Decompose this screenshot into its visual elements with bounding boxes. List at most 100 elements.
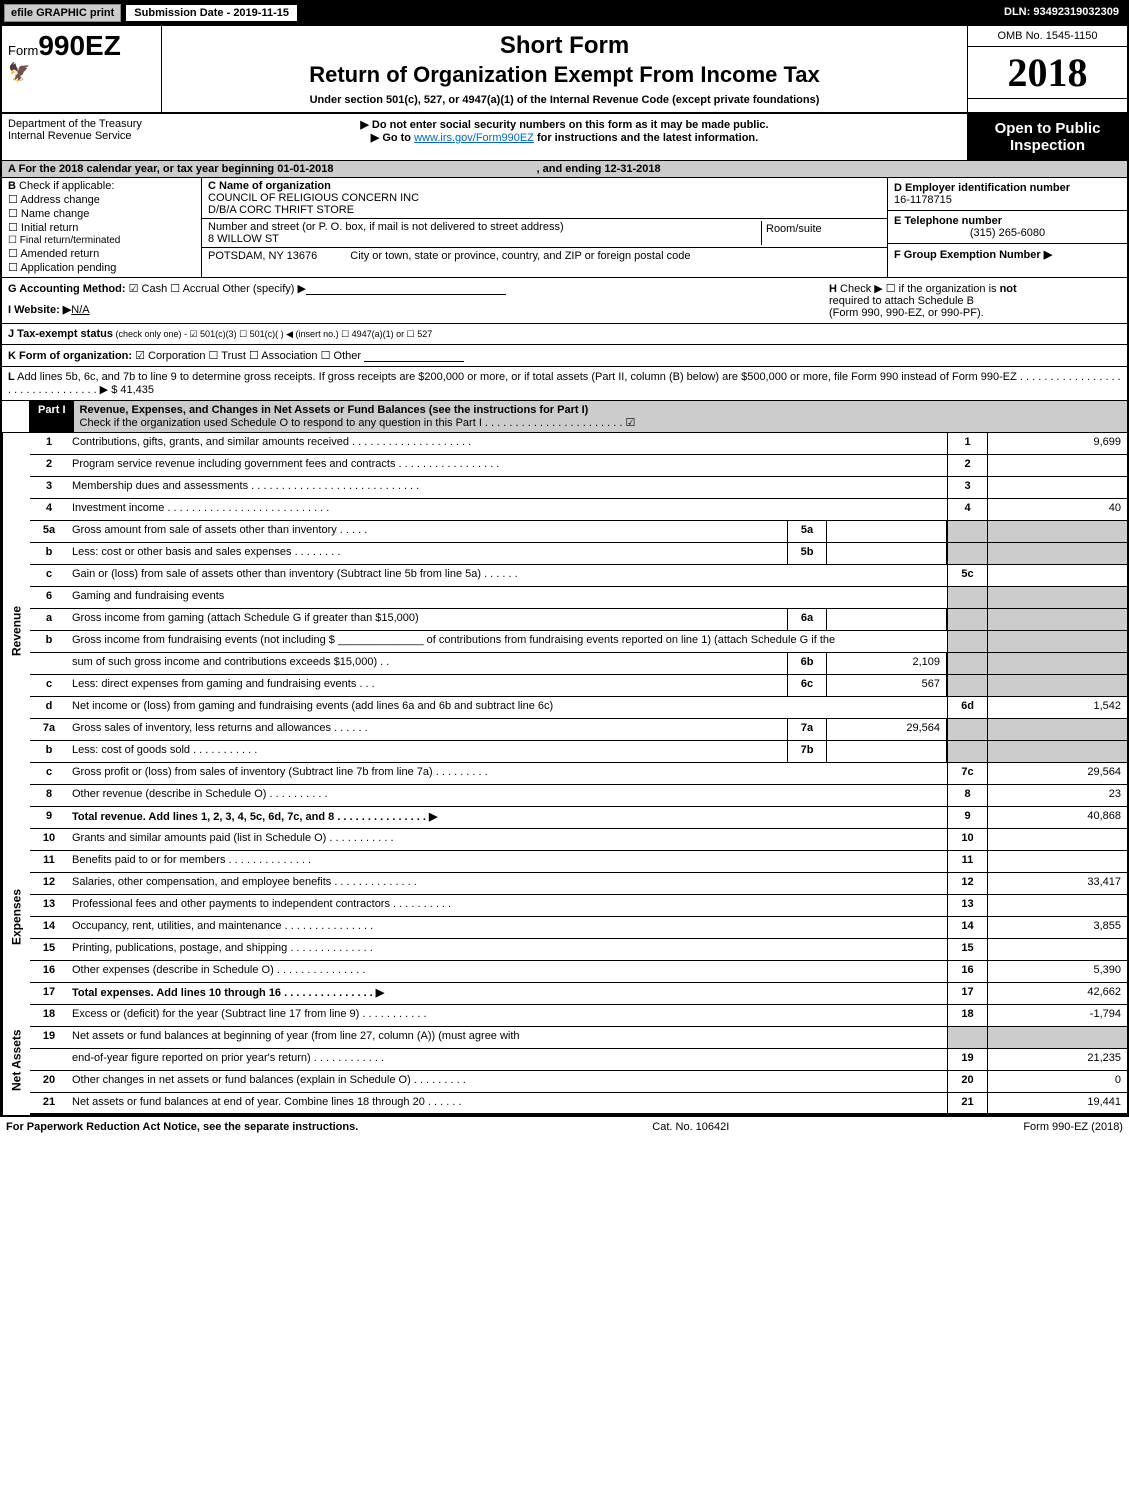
h-not: not (1000, 283, 1017, 295)
line-5c: cGain or (loss) from sale of assets othe… (30, 565, 1127, 587)
c-label: C Name of organization (208, 180, 881, 192)
dept-treasury: Department of the Treasury (8, 118, 156, 130)
line-19a: 19Net assets or fund balances at beginni… (30, 1027, 1127, 1049)
line-6b2: sum of such gross income and contributio… (30, 653, 1127, 675)
line-5b: bLess: cost or other basis and sales exp… (30, 543, 1127, 565)
g-accrual: Accrual (183, 283, 220, 295)
group-exemption-row: F Group Exemption Number ▶ (888, 244, 1127, 265)
section-a-ending: , and ending 12-31-2018 (537, 163, 661, 175)
header-right-col: OMB No. 1545-1150 2018 (967, 26, 1127, 112)
check-application-pending[interactable]: ☐ Application pending (8, 261, 195, 274)
line-6: 6Gaming and fundraising events (30, 587, 1127, 609)
note-goto: ▶ Go to www.irs.gov/Form990EZ for instru… (166, 131, 963, 144)
line-8: 8Other revenue (describe in Schedule O) … (30, 785, 1127, 807)
check-amended-return[interactable]: ☐ Amended return (8, 247, 195, 260)
header-row: Form990EZ 🦅 Short Form Return of Organiz… (2, 26, 1127, 114)
dept-irs: Internal Revenue Service (8, 130, 156, 142)
website-value: N/A (71, 304, 89, 316)
dept-left: Department of the Treasury Internal Reve… (2, 114, 162, 160)
city-label: City or town, state or province, country… (350, 250, 690, 262)
section-b-right: D Employer identification number 16-1178… (887, 178, 1127, 277)
goto-suffix: for instructions and the latest informat… (534, 132, 758, 144)
room-suite: Room/suite (761, 221, 881, 245)
section-b-mid: C Name of organization COUNCIL OF RELIGI… (202, 178, 887, 277)
form-prefix: Form (8, 43, 38, 58)
g-label: G Accounting Method: (8, 283, 126, 295)
form-number: 990EZ (38, 30, 121, 61)
city-value: POTSDAM, NY 13676 (208, 250, 317, 262)
b-check-label: Check if applicable: (19, 180, 114, 192)
footer-cat-no: Cat. No. 10642I (652, 1121, 729, 1133)
line-6d: dNet income or (loss) from gaming and fu… (30, 697, 1127, 719)
line-1: 1Contributions, gifts, grants, and simil… (30, 433, 1127, 455)
part1-header-wrap: Part I Revenue, Expenses, and Changes in… (2, 401, 1127, 433)
line-18: 18Excess or (deficit) for the year (Subt… (30, 1005, 1127, 1027)
dept-mid: ▶ Do not enter social security numbers o… (162, 114, 967, 160)
b-label: B (8, 180, 16, 192)
i-label: I Website: ▶ (8, 304, 71, 316)
l-label: L (8, 371, 15, 383)
form-number-cell: Form990EZ 🦅 (2, 26, 162, 112)
j-label: J Tax-exempt status (8, 328, 113, 340)
line-20: 20Other changes in net assets or fund ba… (30, 1071, 1127, 1093)
room-label: Room/suite (766, 223, 877, 235)
line-11: 11Benefits paid to or for members . . . … (30, 851, 1127, 873)
check-name-change[interactable]: ☐ Name change (8, 207, 195, 220)
section-a-label: A (8, 163, 16, 175)
footer-form-ref: Form 990-EZ (2018) (1023, 1121, 1123, 1133)
h-text2: required to attach Schedule B (829, 295, 1121, 307)
under-section-text: Under section 501(c), 527, or 4947(a)(1)… (168, 94, 961, 106)
addr-value: 8 WILLOW ST (208, 233, 761, 245)
line-12: 12Salaries, other compensation, and empl… (30, 873, 1127, 895)
title-cell: Short Form Return of Organization Exempt… (162, 26, 967, 112)
part1-desc: Revenue, Expenses, and Changes in Net As… (74, 401, 1127, 432)
h-text1: Check ▶ ☐ if the organization is (840, 283, 1000, 295)
dln-number: DLN: 93492319032309 (996, 2, 1127, 24)
l-text: Add lines 5b, 6c, and 7b to line 9 to de… (8, 371, 1121, 396)
part1-title: Revenue, Expenses, and Changes in Net As… (80, 404, 589, 416)
form-container: efile GRAPHIC print Submission Date - 20… (0, 0, 1129, 1117)
gh-section: G Accounting Method: ☑ Cash ☐ Accrual Ot… (2, 278, 1127, 324)
expenses-side-label: Expenses (2, 829, 30, 1005)
org-dba: D/B/A CORC THRIFT STORE (208, 204, 881, 216)
k-other-blank[interactable] (364, 350, 464, 362)
part1-label: Part I (30, 401, 74, 432)
part1-check-note: Check if the organization used Schedule … (80, 417, 636, 429)
open-public-cell: Open to Public Inspection (967, 114, 1127, 160)
topbar: efile GRAPHIC print Submission Date - 20… (2, 2, 1127, 26)
e-label: E Telephone number (894, 215, 1121, 227)
irs-link[interactable]: www.irs.gov/Form990EZ (414, 132, 534, 144)
net-assets-side-label: Net Assets (2, 1005, 30, 1115)
net-assets-block: Net Assets 18Excess or (deficit) for the… (2, 1005, 1127, 1115)
line-10: 10Grants and similar amounts paid (list … (30, 829, 1127, 851)
f-label: F Group Exemption Number ▶ (894, 248, 1121, 261)
line-6b: bGross income from fundraising events (n… (30, 631, 1127, 653)
line-7c: cGross profit or (loss) from sales of in… (30, 763, 1127, 785)
efile-print-button[interactable]: efile GRAPHIC print (4, 4, 121, 22)
check-address-change[interactable]: ☐ Address change (8, 193, 195, 206)
check-initial-return[interactable]: ☐ Initial return (8, 221, 195, 234)
topbar-left: efile GRAPHIC print Submission Date - 20… (2, 2, 300, 24)
line-4: 4Investment income . . . . . . . . . . .… (30, 499, 1127, 521)
h-label: H (829, 283, 837, 295)
line-7a: 7aGross sales of inventory, less returns… (30, 719, 1127, 741)
return-title: Return of Organization Exempt From Incom… (168, 62, 961, 88)
line-5a: 5aGross amount from sale of assets other… (30, 521, 1127, 543)
section-b-row: B Check if applicable: ☐ Address change … (2, 178, 1127, 278)
check-final-return[interactable]: ☐ Final return/terminated (8, 235, 195, 246)
h-text3: (Form 990, 990-EZ, or 990-PF). (829, 307, 1121, 319)
phone-value: (315) 265-6080 (894, 227, 1121, 239)
line-14: 14Occupancy, rent, utilities, and mainte… (30, 917, 1127, 939)
goto-prefix: ▶ Go to (371, 132, 414, 144)
phone-row: E Telephone number (315) 265-6080 (888, 211, 1127, 244)
g-other-blank[interactable] (306, 283, 506, 295)
k-text: ☑ Corporation ☐ Trust ☐ Association ☐ Ot… (132, 350, 361, 362)
line-16: 16Other expenses (describe in Schedule O… (30, 961, 1127, 983)
d-label: D Employer identification number (894, 182, 1121, 194)
note-no-ssn: ▶ Do not enter social security numbers o… (166, 118, 963, 131)
omb-number: OMB No. 1545-1150 (968, 26, 1127, 47)
treasury-seal-icon: 🦅 (8, 62, 155, 83)
section-a-text: For the 2018 calendar year, or tax year … (19, 163, 334, 175)
revenue-side-label: Revenue (2, 433, 30, 829)
line-6c: cLess: direct expenses from gaming and f… (30, 675, 1127, 697)
